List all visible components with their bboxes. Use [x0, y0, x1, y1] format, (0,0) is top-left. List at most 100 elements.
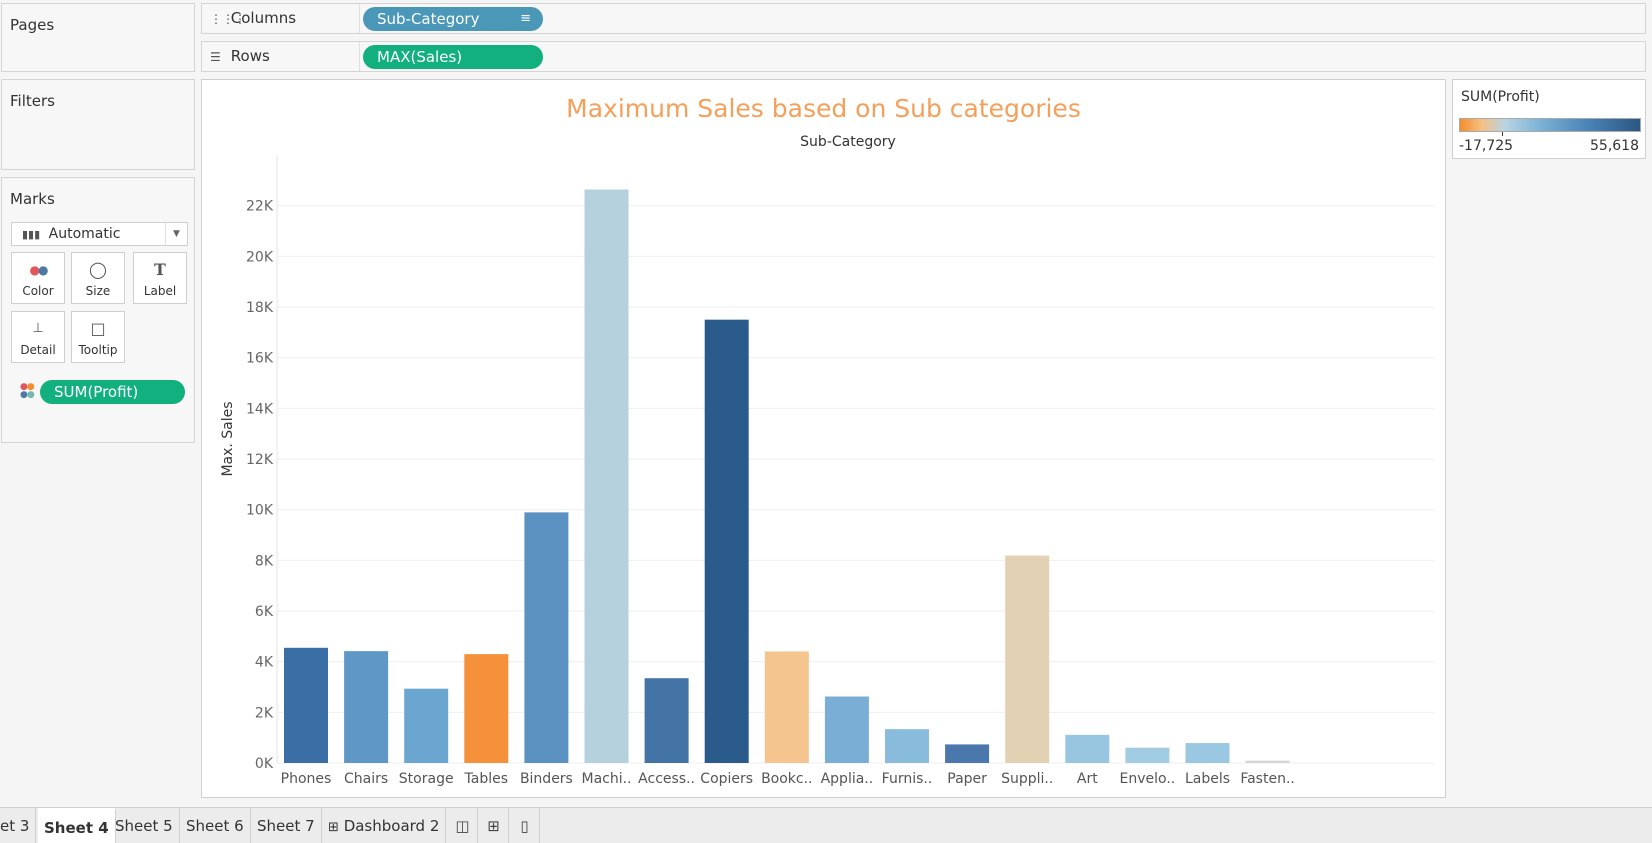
columns-shelf[interactable]: ⋮⋮⋮ Columns Sub-Category ≡ — [201, 3, 1646, 34]
tab-sheet-7[interactable]: Sheet 7 — [251, 808, 322, 843]
bar — [464, 654, 509, 763]
bar — [344, 651, 389, 763]
y-tick-label: 22K — [246, 199, 274, 215]
legend-title: SUM(Profit) — [1461, 89, 1540, 105]
dashboard-2-label: Dashboard 2 — [343, 817, 440, 835]
columns-shelf-label: ⋮⋮⋮ Columns — [202, 4, 360, 33]
new-dashboard-icon[interactable]: ⊞ — [479, 808, 509, 843]
y-axis-label: Max. Sales — [220, 401, 236, 476]
bar — [584, 189, 629, 763]
x-tick-label: Bookc.. — [761, 771, 812, 787]
y-tick-label: 10K — [246, 503, 274, 519]
sub-category-pill[interactable]: Sub-Category ≡ — [363, 7, 543, 31]
dashboard-icon: ⊞ — [328, 820, 339, 835]
x-tick-label: Chairs — [344, 771, 388, 787]
chevron-down-icon[interactable]: ▼ — [165, 223, 187, 245]
rows-shelf[interactable]: ☰ Rows MAX(Sales) — [201, 41, 1646, 72]
x-tick-label: Tables — [464, 771, 509, 787]
color-encoding-icon: ●● ●● — [20, 382, 35, 400]
size-icon: ◯ — [89, 260, 107, 279]
y-tick-label: 4K — [255, 655, 274, 671]
x-tick-label: Labels — [1185, 771, 1230, 787]
x-tick-label: Fasten.. — [1240, 771, 1295, 787]
new-worksheet-icon[interactable]: ◫ — [448, 808, 478, 843]
speech-bubble-icon: □ — [90, 319, 106, 338]
chart-title: Maximum Sales based on Sub categories — [566, 94, 1081, 123]
detail-label: Detail — [20, 343, 56, 357]
x-tick-label: Applia.. — [821, 771, 874, 787]
bar — [644, 678, 689, 763]
tooltip-label: Tooltip — [78, 343, 118, 357]
x-tick-label: Suppli.. — [1001, 771, 1053, 787]
tab-sheet-6[interactable]: Sheet 6 — [180, 808, 251, 843]
label-button[interactable]: T Label — [133, 252, 187, 304]
bar — [1065, 734, 1110, 763]
bar-chart: Sub-Category Max. Sales 0K 2K 4K 6K 8K 10K 12K 14… — [220, 134, 1434, 787]
bar — [1005, 555, 1050, 763]
bar — [764, 651, 809, 763]
tab-dashboard-2[interactable]: ⊞ Dashboard 2 — [322, 808, 447, 843]
filters-title: Filters — [10, 92, 55, 110]
legend-max-value: 55,618 — [1590, 138, 1639, 154]
size-button[interactable]: ◯ Size — [71, 252, 125, 304]
y-tick-label: 20K — [246, 249, 274, 265]
mark-type-dropdown[interactable]: ▮▮▮ Automatic ▼ — [11, 222, 188, 246]
x-tick-label: Binders — [520, 771, 573, 787]
columns-icon: ⋮⋮⋮ — [210, 12, 246, 26]
y-tick-label: 12K — [246, 452, 274, 468]
bar — [404, 688, 449, 763]
x-tick-label: Paper — [947, 771, 987, 787]
legend-gradient — [1459, 118, 1641, 132]
mark-type-value: Automatic — [48, 226, 121, 242]
x-tick-label: Phones — [281, 771, 332, 787]
rows-icon: ☰ — [210, 50, 221, 64]
tab-sheet-5[interactable]: Sheet 5 — [109, 808, 180, 843]
profit-color-legend[interactable]: SUM(Profit) -17,725 55,618 — [1452, 79, 1646, 159]
x-tick-label: Machi.. — [581, 771, 631, 787]
bar — [1125, 747, 1170, 763]
bar — [824, 696, 869, 763]
x-tick-label: Access.. — [638, 771, 695, 787]
sum-profit-pill-label: SUM(Profit) — [54, 383, 139, 401]
text-label-icon: T — [154, 260, 166, 279]
legend-zero-tick — [1502, 132, 1503, 136]
sheet-tab-bar: et 3 Sheet 4 Sheet 5 Sheet 6 Sheet 7 ⊞ D… — [0, 807, 1652, 843]
tooltip-button[interactable]: □ Tooltip — [71, 311, 125, 363]
pages-card[interactable]: Pages — [1, 3, 195, 72]
sort-descending-icon[interactable]: ≡ — [520, 11, 531, 26]
bar — [524, 512, 569, 763]
y-tick-label: 0K — [255, 756, 274, 772]
color-label: Color — [22, 284, 54, 298]
y-tick-label: 6K — [255, 604, 274, 620]
y-tick-label: 18K — [246, 300, 274, 316]
marks-card: Marks ▮▮▮ Automatic ▼ ●● Color ◯ Size T … — [1, 177, 195, 443]
max-sales-pill[interactable]: MAX(Sales) — [363, 45, 543, 69]
bar — [885, 729, 929, 763]
tab-sheet-3[interactable]: et 3 — [0, 808, 37, 843]
y-tick-label: 8K — [255, 553, 274, 569]
x-axis-header: Sub-Category — [800, 134, 896, 150]
detail-hierarchy-icon: ⊥ — [32, 321, 44, 336]
columns-label-text: Columns — [230, 9, 297, 27]
bar — [284, 647, 328, 763]
marks-title: Marks — [10, 190, 55, 208]
filters-card[interactable]: Filters — [1, 79, 195, 170]
legend-min-value: -17,725 — [1459, 138, 1514, 154]
x-tick-label: Storage — [399, 771, 454, 787]
max-sales-pill-label: MAX(Sales) — [377, 48, 463, 66]
detail-button[interactable]: ⊥ Detail — [11, 311, 65, 363]
color-button[interactable]: ●● Color — [11, 252, 65, 304]
rows-label-text: Rows — [230, 47, 270, 65]
sum-profit-color-pill[interactable]: SUM(Profit) — [40, 380, 185, 404]
chart-view[interactable]: Maximum Sales based on Sub categories Su… — [201, 79, 1446, 798]
bar — [1185, 743, 1230, 763]
x-tick-label: Furnis.. — [882, 771, 933, 787]
new-story-icon[interactable]: ▯ — [510, 808, 540, 843]
rows-shelf-label: ☰ Rows — [202, 42, 360, 71]
x-tick-label: Copiers — [700, 771, 753, 787]
tab-sheet-4[interactable]: Sheet 4 — [38, 808, 116, 843]
sub-category-pill-label: Sub-Category — [377, 10, 480, 28]
y-tick-label: 14K — [246, 401, 274, 417]
x-tick-label: Envelo.. — [1120, 771, 1176, 787]
